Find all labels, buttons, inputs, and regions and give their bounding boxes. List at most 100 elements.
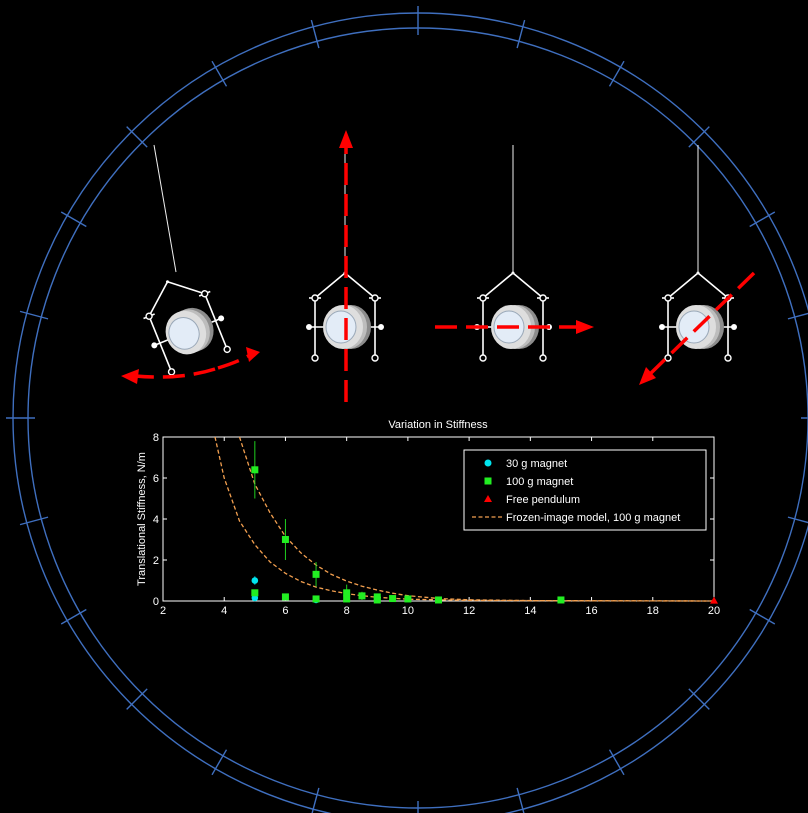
frame-joint	[724, 354, 732, 362]
frame-joint	[539, 354, 547, 362]
rotation-arrowhead-left	[121, 369, 139, 384]
frame-joint	[223, 345, 231, 354]
outer-ring	[6, 6, 808, 813]
suspension-line-right	[697, 272, 729, 299]
legend-label-100g: 100 g magnet	[506, 476, 573, 488]
point-100g-magnet	[251, 466, 259, 474]
ring-tick	[60, 211, 87, 228]
arm-node	[378, 324, 384, 330]
ring-tick	[516, 787, 525, 813]
suspension-point	[166, 280, 170, 284]
ring-tick	[787, 516, 808, 524]
ring-tick	[688, 688, 710, 710]
data-markers	[251, 466, 718, 604]
model-curve	[238, 436, 715, 602]
ring-tick	[608, 749, 625, 776]
diagonal-arrowhead	[639, 367, 656, 385]
diagonal-arrow-line	[648, 271, 756, 376]
y-tick-label: 8	[153, 432, 159, 444]
ring-tick	[126, 688, 148, 710]
point-100g-magnet	[343, 595, 351, 603]
rotation-arrowhead-right	[246, 347, 260, 362]
x-tick-label: 6	[282, 605, 288, 617]
legend-label-30g: 30 g magnet	[506, 458, 567, 470]
ring-tick	[60, 608, 87, 625]
x-tick-label: 14	[524, 605, 536, 617]
point-100g-magnet	[389, 595, 397, 603]
magnet-face	[678, 310, 710, 344]
magnet-face	[325, 310, 357, 344]
arm-node	[731, 324, 737, 330]
x-tick-label: 20	[708, 605, 720, 617]
x-tick-label: 16	[585, 605, 597, 617]
ring-tick	[211, 749, 228, 776]
suspension-line-right	[344, 272, 376, 299]
point-100g-magnet	[312, 595, 320, 603]
frame-joint	[311, 294, 319, 302]
point-100g-magnet	[404, 595, 412, 603]
ring-tick	[126, 126, 148, 148]
x-tick-label: 8	[344, 605, 350, 617]
y-tick-label: 2	[153, 555, 159, 567]
suspension-line-left	[314, 272, 346, 299]
x-axis-ticks: 2 4 6 8 10 12 14 16 18 20	[160, 437, 720, 617]
frame-joint	[664, 354, 672, 362]
ring-tick	[749, 211, 776, 228]
frame-joint	[167, 368, 176, 376]
stiffness-chart: Variation in Stiffness Translational Sti…	[118, 415, 730, 630]
legend-box	[463, 449, 707, 531]
point-100g-magnet	[312, 570, 320, 578]
y-tick-label: 0	[153, 596, 159, 608]
rotation-arrow-right	[217, 353, 251, 370]
point-100g-magnet	[358, 592, 366, 600]
ring-tick	[516, 19, 526, 49]
suspension-line-right	[512, 272, 544, 299]
panel-diagonal-translation	[659, 271, 737, 362]
vertical-arrowhead	[339, 130, 353, 148]
magnet-face	[168, 316, 200, 350]
ring-ticks	[6, 6, 808, 813]
point-100g-magnet	[373, 596, 381, 604]
frame-joint	[479, 354, 487, 362]
x-tick-label: 4	[221, 605, 227, 617]
legend-label-free-pendulum: Free pendulum	[506, 494, 580, 506]
x-tick-label: 12	[463, 605, 475, 617]
point-100g-magnet	[281, 593, 289, 601]
pendulum-diagram	[121, 130, 756, 402]
frame-joint	[479, 294, 487, 302]
point-100g-magnet	[281, 536, 289, 543]
wire-panel-0	[153, 144, 177, 273]
frame-joint	[201, 290, 209, 298]
point-100g-magnet	[251, 589, 259, 597]
horizontal-arrowhead	[576, 320, 594, 334]
ring-tick	[311, 787, 320, 813]
arm-node	[306, 324, 312, 330]
chart-legend: 30 g magnet 100 g magnet Free pendulum F…	[463, 449, 707, 531]
legend-marker-30g	[484, 459, 492, 467]
frame-right	[203, 293, 228, 350]
ring-tick	[19, 516, 49, 526]
x-tick-label: 18	[647, 605, 659, 617]
ring-tick	[608, 60, 625, 87]
point-100g-magnet	[435, 596, 442, 604]
ring-tick	[749, 608, 776, 625]
point-100g-magnet	[343, 589, 351, 597]
arm-node	[218, 315, 225, 322]
ring-tick	[688, 126, 710, 148]
suspension-line-left	[667, 272, 699, 299]
frame-joint	[539, 294, 547, 302]
point-30g-magnet	[251, 577, 259, 584]
legend-marker-free-pendulum	[484, 495, 492, 502]
suspension-line-right	[167, 281, 205, 295]
suspension-line-left	[482, 272, 514, 299]
suspension-line-left	[148, 281, 169, 317]
ring-tick	[787, 312, 808, 320]
panel-horizontal-translation	[474, 271, 552, 362]
frame-joint	[371, 354, 379, 362]
frame-joint	[145, 312, 153, 320]
ring-tick	[310, 19, 320, 49]
frame-joint	[311, 354, 319, 362]
ring-tick	[211, 60, 228, 87]
point-100g-magnet	[557, 596, 565, 604]
ring-tick	[19, 310, 49, 320]
